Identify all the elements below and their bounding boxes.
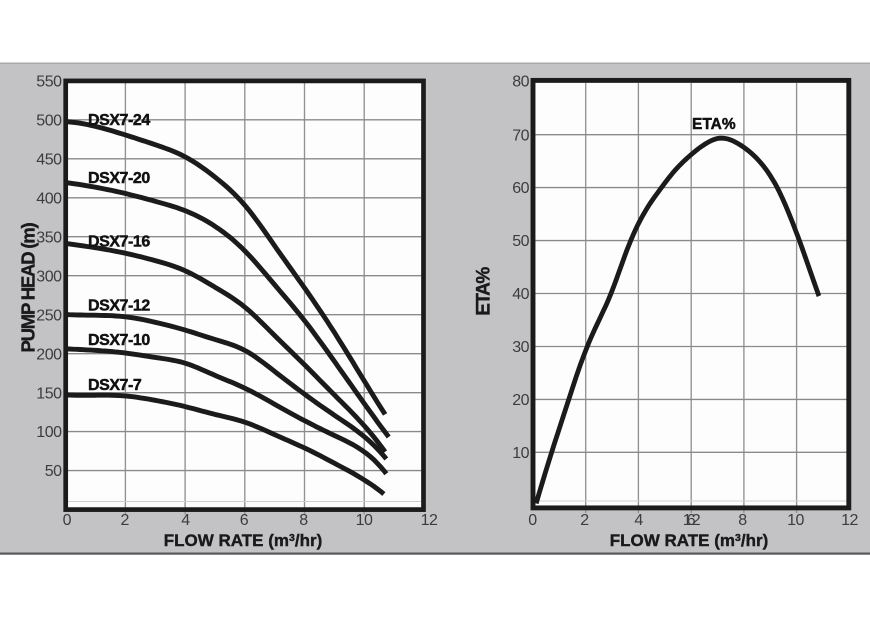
svg-text:FLOW RATE (m3/hr): FLOW RATE (m3/hr) [610, 531, 769, 550]
svg-text:200: 200 [36, 346, 62, 363]
svg-text:DSX7-12: DSX7-12 [88, 298, 150, 315]
svg-text:350: 350 [36, 229, 62, 246]
svg-text:50: 50 [45, 463, 62, 480]
svg-text:12: 12 [841, 512, 858, 529]
svg-text:250: 250 [36, 307, 62, 324]
svg-text:DSX7-20: DSX7-20 [88, 170, 150, 187]
svg-text:8: 8 [299, 512, 308, 529]
svg-text:50: 50 [512, 233, 529, 250]
svg-text:6: 6 [240, 512, 249, 529]
svg-text:30: 30 [512, 339, 529, 356]
svg-text:4: 4 [634, 512, 643, 529]
svg-text:ETA%: ETA% [692, 116, 736, 133]
svg-text:DSX7-24: DSX7-24 [88, 112, 150, 129]
svg-text:2: 2 [580, 512, 589, 529]
svg-text:500: 500 [36, 112, 62, 129]
svg-text:40: 40 [512, 286, 529, 303]
svg-text:100: 100 [36, 424, 62, 441]
svg-text:6: 6 [687, 512, 696, 529]
svg-text:8: 8 [738, 512, 747, 529]
svg-text:80: 80 [512, 74, 529, 91]
svg-text:60: 60 [512, 180, 529, 197]
svg-text:ETA%: ETA% [474, 267, 495, 316]
svg-text:2: 2 [692, 512, 701, 529]
svg-text:4: 4 [181, 512, 190, 529]
svg-text:DSX7-7: DSX7-7 [88, 377, 142, 394]
svg-text:PUMP HEAD (m): PUMP HEAD (m) [18, 222, 39, 352]
svg-text:150: 150 [36, 385, 62, 402]
svg-text:10: 10 [787, 512, 804, 529]
svg-text:1: 1 [683, 512, 692, 529]
svg-text:20: 20 [512, 392, 529, 409]
svg-text:DSX7-16: DSX7-16 [88, 234, 150, 251]
svg-text:450: 450 [36, 151, 62, 168]
svg-text:550: 550 [36, 74, 62, 91]
svg-text:10: 10 [512, 445, 529, 462]
svg-text:70: 70 [512, 127, 529, 144]
svg-text:12: 12 [421, 512, 438, 529]
svg-text:2: 2 [120, 512, 129, 529]
svg-text:0: 0 [528, 512, 537, 529]
svg-text:400: 400 [36, 190, 62, 207]
svg-text:0: 0 [63, 512, 72, 529]
svg-text:300: 300 [36, 268, 62, 285]
svg-text:FLOW RATE (m3/hr): FLOW RATE (m3/hr) [164, 531, 323, 550]
svg-text:DSX7-10: DSX7-10 [88, 332, 150, 349]
svg-text:10: 10 [356, 512, 373, 529]
